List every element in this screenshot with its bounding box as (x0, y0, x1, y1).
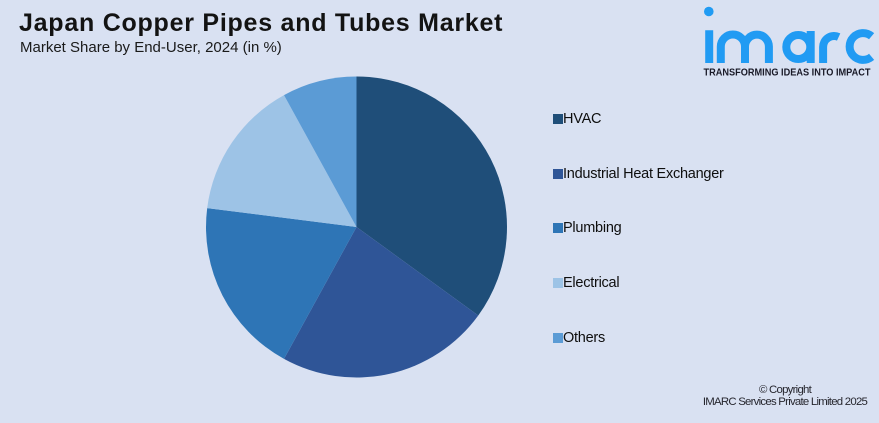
svg-text:TRANSFORMING IDEAS INTO IMPACT: TRANSFORMING IDEAS INTO IMPACT (704, 67, 872, 79)
